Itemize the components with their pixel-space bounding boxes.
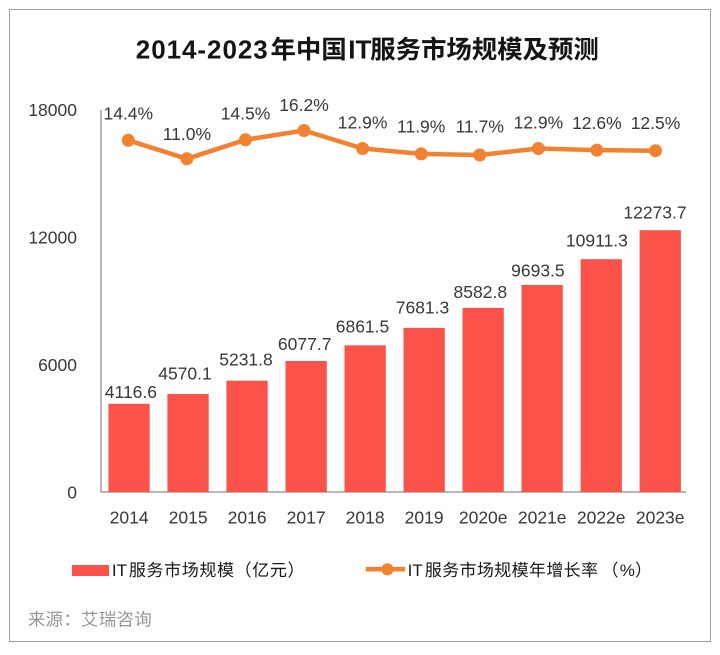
svg-text:2021e: 2021e bbox=[518, 507, 567, 527]
svg-text:12.5%: 12.5% bbox=[631, 113, 681, 133]
svg-text:6861.5: 6861.5 bbox=[336, 317, 390, 337]
svg-text:4570.1: 4570.1 bbox=[158, 363, 212, 383]
svg-text:14.4%: 14.4% bbox=[103, 104, 153, 124]
svg-text:18000: 18000 bbox=[28, 100, 77, 120]
svg-text:11.7%: 11.7% bbox=[456, 117, 504, 137]
svg-text:2014: 2014 bbox=[110, 507, 149, 527]
svg-text:10911.3: 10911.3 bbox=[566, 231, 628, 251]
svg-text:2019: 2019 bbox=[405, 507, 444, 527]
svg-text:4116.6: 4116.6 bbox=[105, 382, 157, 402]
svg-text:2016: 2016 bbox=[228, 507, 267, 527]
svg-text:2017: 2017 bbox=[287, 507, 326, 527]
svg-text:2023e: 2023e bbox=[636, 507, 685, 527]
svg-text:5231.8: 5231.8 bbox=[219, 350, 273, 370]
svg-text:12.6%: 12.6% bbox=[572, 113, 622, 133]
svg-text:8582.8: 8582.8 bbox=[454, 282, 508, 302]
svg-text:2022e: 2022e bbox=[577, 507, 626, 527]
svg-text:14.5%: 14.5% bbox=[221, 103, 271, 123]
svg-text:9693.5: 9693.5 bbox=[511, 261, 565, 281]
svg-text:16.2%: 16.2% bbox=[279, 95, 329, 115]
svg-text:2018: 2018 bbox=[346, 507, 385, 527]
svg-text:2020e: 2020e bbox=[459, 507, 508, 527]
svg-text:2014-2023: 2014-2023 bbox=[136, 34, 269, 64]
svg-text:2015: 2015 bbox=[169, 507, 208, 527]
svg-text:IT: IT bbox=[408, 561, 423, 580]
svg-text:12000: 12000 bbox=[28, 227, 77, 247]
svg-text:6077.7: 6077.7 bbox=[278, 334, 332, 354]
svg-text:12273.7: 12273.7 bbox=[623, 203, 686, 223]
svg-text:IT: IT bbox=[348, 34, 371, 64]
svg-text:0: 0 bbox=[67, 482, 77, 502]
svg-text:IT: IT bbox=[112, 561, 127, 580]
svg-text:11.9%: 11.9% bbox=[397, 116, 445, 136]
svg-text:7681.3: 7681.3 bbox=[396, 297, 450, 317]
svg-text:11.0%: 11.0% bbox=[163, 124, 211, 144]
svg-text:12.9%: 12.9% bbox=[514, 113, 564, 133]
svg-text:%: % bbox=[620, 561, 635, 580]
svg-text:12.9%: 12.9% bbox=[338, 112, 388, 132]
svg-text:6000: 6000 bbox=[38, 355, 77, 375]
